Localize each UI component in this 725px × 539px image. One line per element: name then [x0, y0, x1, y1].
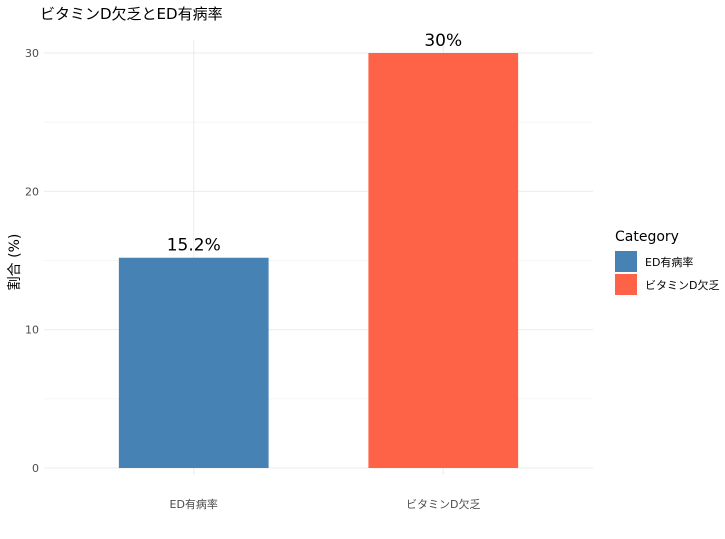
bar — [118, 257, 269, 468]
legend-title: Category — [615, 229, 679, 245]
legend-swatch — [615, 251, 637, 272]
legend-label: ビタミンD欠乏 — [645, 278, 719, 292]
x-tick-label: ED有病率 — [170, 497, 218, 511]
y-tick-label: 10 — [25, 324, 39, 337]
y-tick-label: 20 — [25, 185, 39, 198]
x-axis-ticks: ED有病率 ビタミンD欠乏 — [170, 497, 481, 511]
y-tick-label: 0 — [32, 462, 39, 475]
x-tick-label: ビタミンD欠乏 — [406, 497, 480, 511]
y-tick-label: 30 — [25, 47, 39, 60]
data-labels: 15.2% 30% — [167, 31, 462, 256]
legend-label: ED有病率 — [645, 255, 693, 269]
y-axis-ticks: 0 10 20 30 — [25, 47, 39, 475]
bar-data-label: 15.2% — [167, 236, 221, 256]
y-axis-title: 割合 (%) — [6, 234, 23, 291]
legend-swatch — [615, 274, 637, 295]
bars — [118, 53, 519, 468]
chart-title: ビタミンD欠乏とED有病率 — [40, 5, 223, 23]
bar-data-label: 30% — [424, 31, 462, 51]
bar — [368, 53, 519, 468]
